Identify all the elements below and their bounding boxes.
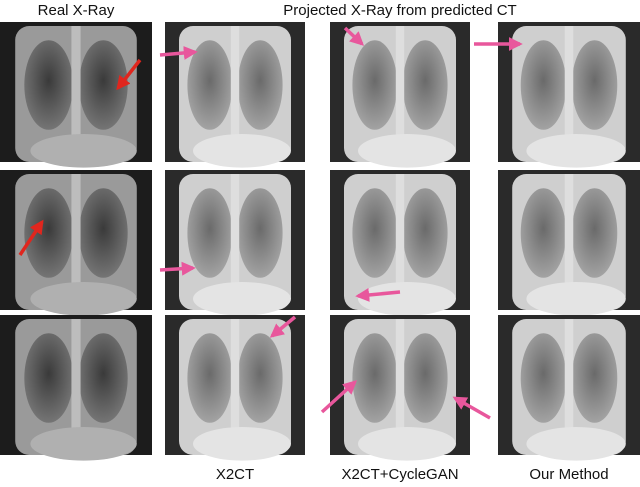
lung — [237, 188, 283, 278]
lung — [237, 40, 283, 130]
abdomen — [526, 134, 626, 168]
lung — [352, 188, 398, 278]
lung — [24, 188, 73, 278]
lung — [402, 40, 448, 130]
abdomen — [526, 427, 626, 461]
projected-heading: Projected X-Ray from predicted CT — [283, 2, 516, 19]
lung — [402, 333, 448, 423]
xray-image — [165, 22, 305, 168]
column-label: X2CT — [216, 466, 254, 483]
abdomen — [193, 282, 291, 316]
lung — [352, 333, 398, 423]
spine — [395, 319, 405, 455]
lung — [520, 188, 567, 278]
arrow — [159, 261, 196, 276]
lung — [520, 40, 567, 130]
arrow — [320, 380, 358, 414]
abdomen — [358, 427, 456, 461]
abdomen — [358, 134, 456, 168]
spine — [564, 174, 574, 310]
xray-image — [0, 22, 152, 168]
lung — [79, 40, 128, 130]
lung — [571, 333, 618, 423]
image-panels — [0, 22, 640, 461]
spine — [395, 26, 405, 162]
xray-image — [498, 315, 640, 461]
lung — [571, 40, 618, 130]
abdomen — [30, 282, 137, 316]
spine — [395, 174, 405, 310]
lung — [187, 40, 233, 130]
lung — [520, 333, 567, 423]
column-label: X2CT+CycleGAN — [341, 466, 458, 483]
spine — [564, 319, 574, 455]
spine — [71, 319, 81, 455]
abdomen — [193, 134, 291, 168]
abdomen — [358, 282, 456, 316]
lung — [237, 333, 283, 423]
arrow — [343, 26, 365, 46]
arrow — [452, 396, 491, 420]
spine — [71, 174, 81, 310]
xray-image — [0, 170, 152, 316]
xray-image — [165, 170, 305, 316]
xray-image — [165, 315, 305, 461]
xray-image — [330, 170, 470, 316]
arrow — [269, 315, 297, 338]
xray-image — [498, 22, 640, 168]
abdomen — [30, 134, 137, 168]
abdomen — [526, 282, 626, 316]
spine — [230, 174, 240, 310]
lung — [79, 333, 128, 423]
arrow — [116, 58, 142, 91]
spine — [71, 26, 81, 162]
lung — [352, 40, 398, 130]
lung — [187, 333, 233, 423]
arrow — [355, 287, 401, 302]
abdomen — [30, 427, 137, 461]
arrow — [18, 219, 44, 256]
lung — [187, 188, 233, 278]
xray-image — [498, 170, 640, 316]
lung — [571, 188, 618, 278]
lung — [24, 333, 73, 423]
abdomen — [193, 427, 291, 461]
column-label: Our Method — [529, 466, 608, 483]
lung — [402, 188, 448, 278]
lung — [79, 188, 128, 278]
arrow — [159, 45, 198, 60]
lung — [24, 40, 73, 130]
real-xray-heading: Real X-Ray — [38, 2, 115, 19]
xray-image — [330, 22, 470, 168]
spine — [230, 26, 240, 162]
arrows — [18, 26, 523, 420]
xray-image — [0, 315, 152, 461]
spine — [230, 319, 240, 455]
spine — [564, 26, 574, 162]
xray-image — [330, 315, 470, 461]
